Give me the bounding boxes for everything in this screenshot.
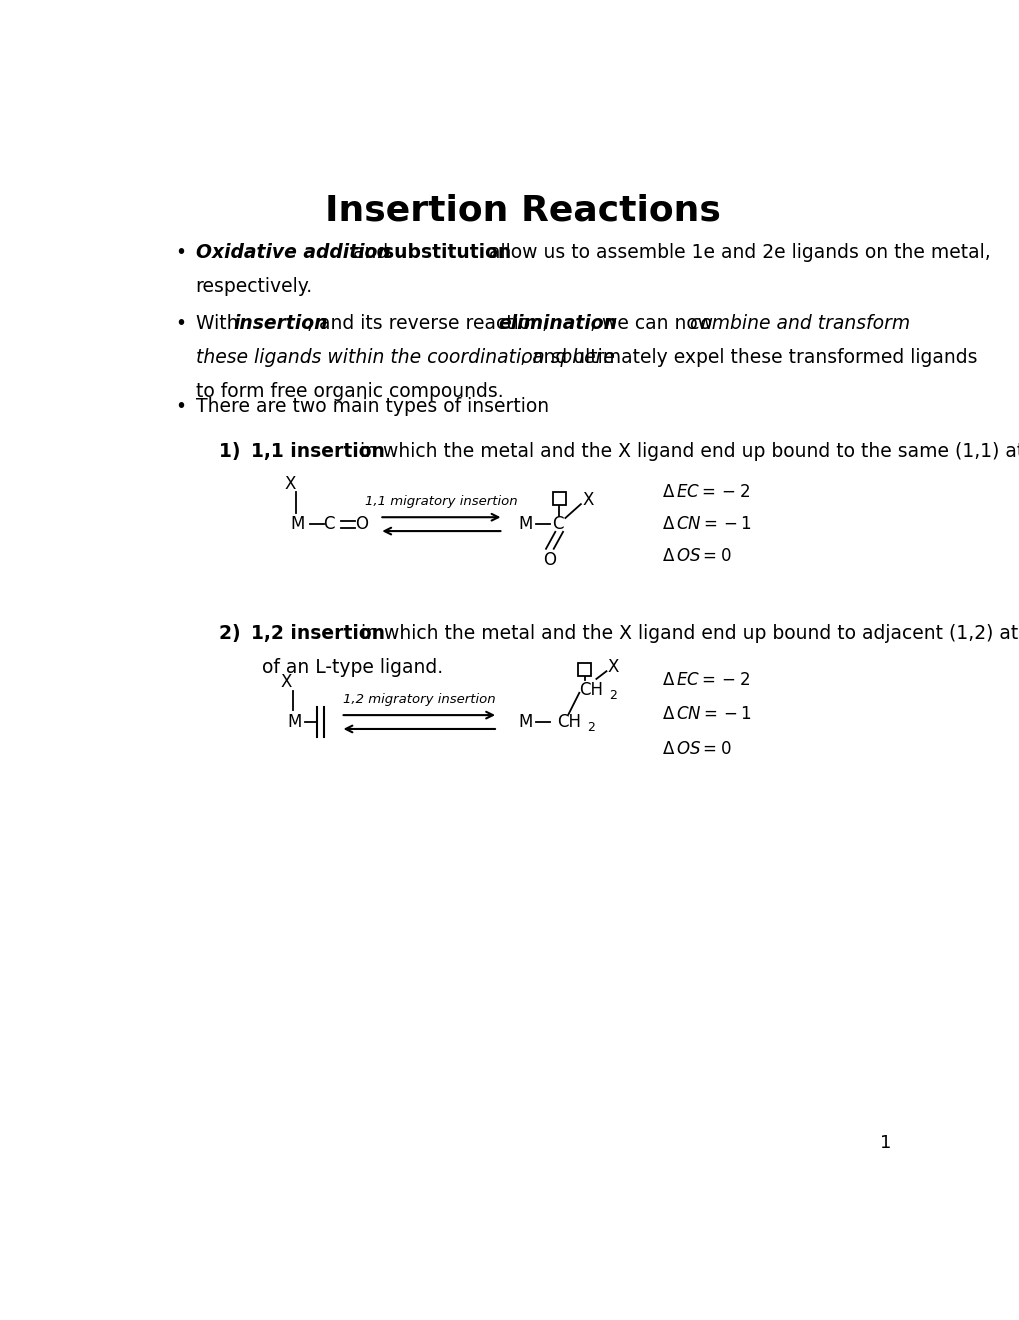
Text: X: X (280, 673, 291, 690)
Text: M: M (290, 515, 305, 533)
Text: to form free organic compounds.: to form free organic compounds. (196, 381, 502, 401)
Text: There are two main types of insertion: There are two main types of insertion (196, 397, 548, 416)
Text: and: and (346, 243, 393, 263)
Text: Insertion Reactions: Insertion Reactions (324, 193, 720, 227)
Text: C: C (323, 515, 334, 533)
Text: 1,1 migratory insertion: 1,1 migratory insertion (365, 495, 518, 508)
Text: these ligands within the coordination sphere: these ligands within the coordination sp… (196, 348, 614, 367)
Text: in which the metal and the X ligand end up bound to adjacent (1,2) atoms: in which the metal and the X ligand end … (355, 624, 1019, 643)
Text: CH: CH (557, 713, 581, 731)
Text: M: M (518, 515, 532, 533)
Text: elimination: elimination (497, 314, 616, 333)
Text: M: M (518, 713, 532, 731)
Text: , and ultimately expel these transformed ligands: , and ultimately expel these transformed… (520, 348, 977, 367)
Text: 1,1 insertion: 1,1 insertion (251, 442, 384, 461)
Text: of an L-type ligand.: of an L-type ligand. (261, 659, 442, 677)
Text: $\Delta\,OS = 0$: $\Delta\,OS = 0$ (661, 548, 731, 565)
Text: 1,2 migratory insertion: 1,2 migratory insertion (342, 693, 495, 706)
Text: respectively.: respectively. (196, 277, 313, 296)
Text: , and its reverse reaction,: , and its reverse reaction, (307, 314, 553, 333)
Text: O: O (355, 515, 368, 533)
Text: X: X (607, 657, 619, 676)
Text: C: C (551, 515, 562, 533)
Text: X: X (284, 475, 296, 494)
Text: $\Delta\,CN = -1$: $\Delta\,CN = -1$ (661, 705, 752, 723)
Text: insertion: insertion (233, 314, 327, 333)
Text: •: • (175, 243, 186, 263)
Text: $\Delta\,EC = -2$: $\Delta\,EC = -2$ (661, 671, 750, 689)
Text: substitution: substitution (383, 243, 511, 263)
Text: combine and transform: combine and transform (690, 314, 910, 333)
Text: 1,2 insertion: 1,2 insertion (251, 624, 384, 643)
Text: 1: 1 (878, 1134, 890, 1151)
Text: Oxidative addition: Oxidative addition (196, 243, 390, 263)
Text: X: X (583, 491, 594, 508)
Text: $\Delta\,OS = 0$: $\Delta\,OS = 0$ (661, 741, 731, 758)
Text: 1): 1) (219, 442, 260, 461)
Text: in which the metal and the X ligand end up bound to the same (1,1) atom: in which the metal and the X ligand end … (355, 442, 1019, 461)
Text: , we can now: , we can now (590, 314, 718, 333)
Text: With: With (196, 314, 244, 333)
Text: O: O (543, 552, 555, 569)
Text: 2): 2) (219, 624, 260, 643)
Text: allow us to assemble 1e and 2e ligands on the metal,: allow us to assemble 1e and 2e ligands o… (482, 243, 989, 263)
Text: $\Delta\,EC = -2$: $\Delta\,EC = -2$ (661, 483, 750, 500)
Text: CH: CH (579, 681, 602, 698)
Text: $\Delta\,CN = -1$: $\Delta\,CN = -1$ (661, 515, 752, 533)
Bar (552, 492, 566, 506)
Text: M: M (286, 713, 301, 731)
Text: 2: 2 (608, 689, 616, 702)
Text: •: • (175, 314, 186, 333)
Text: •: • (175, 397, 186, 416)
Bar (578, 663, 591, 676)
Text: 2: 2 (587, 721, 594, 734)
